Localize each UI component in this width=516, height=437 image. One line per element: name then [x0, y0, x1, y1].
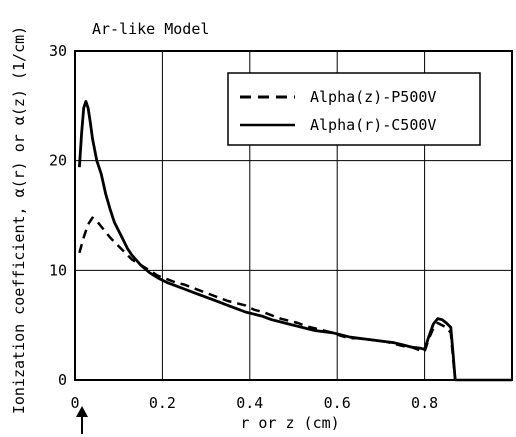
x-tick-label: 0.2	[149, 394, 176, 412]
chart-annotation: Ar-like Model	[92, 20, 209, 38]
x-tick-label: 0.4	[236, 394, 263, 412]
legend-box	[227, 72, 481, 146]
x-tick-label: 0.8	[411, 394, 438, 412]
x-tick-label: 0.6	[324, 394, 351, 412]
y-axis-label: Ionization coefficient, α(r) or α(z) (1/…	[10, 26, 28, 414]
x-axis-label: r or z (cm)	[240, 414, 339, 432]
plot-frame	[74, 50, 513, 381]
series-line-0	[78, 216, 457, 381]
legend: Alpha(z)-P500V Alpha(r)-C500V	[227, 72, 481, 146]
y-tick-label: 10	[49, 261, 67, 279]
y-tick-label: 0	[58, 371, 67, 389]
series-line-1	[78, 100, 457, 381]
y-tick-label: 20	[49, 152, 67, 170]
tick-labels: 0 0.2 0.4 0.6 0.8 0 10 20 30	[49, 42, 438, 412]
position-marker-arrow	[76, 406, 88, 434]
x-tick-label: 0	[70, 394, 79, 412]
legend-label-series-0: Alpha(z)-P500V	[310, 88, 436, 106]
y-tick-label: 30	[49, 42, 67, 60]
legend-label-series-1: Alpha(r)-C500V	[310, 116, 436, 134]
